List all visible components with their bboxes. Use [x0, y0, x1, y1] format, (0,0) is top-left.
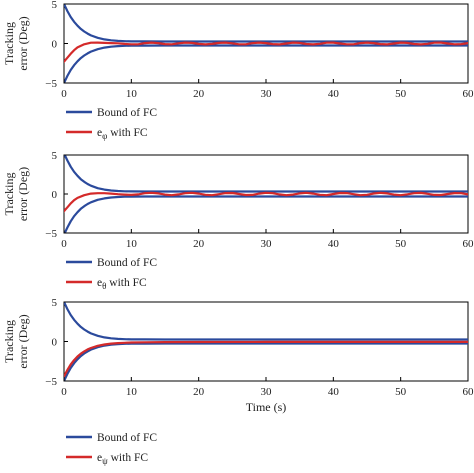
x-tick-label: 60	[463, 88, 474, 100]
y-tick-label: −5	[45, 376, 57, 388]
x-tick-label: 10	[126, 88, 138, 100]
x-axis-label: Time (s)	[246, 400, 287, 414]
chart-panel-psi: 0 10 20 30 40 50 60 50−5 Tracking error (Deg) …	[2, 297, 474, 466]
legend-entry: eφ with FC	[97, 127, 148, 141]
y-axis-label-line2: error (Deg)	[16, 167, 30, 221]
x-tick-label: 40	[328, 238, 340, 250]
series-error	[64, 340, 468, 378]
x-tick-label: 0	[61, 386, 67, 398]
y-axis-label-line1: Tracking	[2, 173, 16, 216]
x-tick-label: 20	[193, 238, 205, 250]
legend-entry: Bound of FC	[97, 432, 157, 444]
x-tick-label: 50	[395, 238, 407, 250]
x-axis-ticks: 0 10 20 30 40 50 60	[61, 377, 474, 398]
x-axis-ticks: 0 10 20 30 40 50 60	[61, 229, 474, 250]
y-axis-label-line2: error (Deg)	[16, 16, 30, 70]
x-tick-label: 40	[328, 386, 340, 398]
legend: Bound of FC eφ with FC	[66, 107, 157, 141]
x-tick-label: 30	[261, 88, 273, 100]
x-tick-label: 20	[193, 88, 205, 100]
y-tick-label: 5	[52, 0, 58, 11]
y-axis-ticks: 5 0 −5	[45, 297, 68, 388]
x-tick-label: 0	[61, 238, 67, 250]
series-bound-lower	[64, 44, 468, 83]
x-tick-label: 50	[395, 386, 407, 398]
series-bound-upper	[64, 4, 468, 43]
y-axis-ticks: 5 0 −5	[45, 0, 68, 90]
y-axis-ticks: 5 0 −5	[45, 150, 68, 240]
x-tick-label: 10	[126, 238, 138, 250]
x-tick-label: 60	[463, 386, 474, 398]
series-bound-lower	[64, 342, 468, 381]
chart-panel-phi: 0 10 20 30 40 50 60 50−5 Tracking error (Deg) …	[2, 0, 474, 141]
legend: Bound of FC eψ with FC	[66, 432, 157, 466]
x-tick-label: 30	[261, 386, 273, 398]
y-tick-label: −5	[45, 78, 57, 90]
x-tick-label: 50	[395, 88, 407, 100]
x-tick-label: 40	[328, 88, 340, 100]
y-tick-label: 0	[52, 337, 58, 349]
legend-entry: eψ with FC	[97, 452, 148, 466]
series-bound-upper	[64, 302, 468, 341]
chart-panel-theta: 0 10 20 30 40 50 60 50−5 Tracking error (Deg) …	[2, 150, 474, 291]
plot-marks	[64, 4, 468, 83]
legend-entry: Bound of FC	[97, 257, 157, 269]
y-tick-label: 0	[52, 189, 58, 201]
y-axis-label-line1: Tracking	[2, 320, 16, 363]
series-error	[64, 41, 468, 63]
legend: Bound of FC eθ with FC	[66, 257, 157, 291]
legend-entry: eθ with FC	[97, 277, 147, 291]
x-axis-ticks: 0 10 20 30 40 50 60	[61, 79, 474, 100]
x-tick-label: 20	[193, 386, 205, 398]
y-tick-label: 5	[52, 297, 58, 309]
x-tick-label: 0	[61, 88, 67, 100]
x-tick-label: 30	[261, 238, 273, 250]
x-tick-label: 10	[126, 386, 138, 398]
y-axis-label-line1: Tracking	[2, 22, 16, 65]
plot-marks	[64, 302, 468, 381]
plot-marks	[64, 155, 468, 233]
x-tick-label: 60	[463, 238, 474, 250]
y-axis-label-line2: error (Deg)	[16, 314, 30, 368]
series-bound-upper	[64, 155, 468, 193]
series-bound-lower	[64, 195, 468, 233]
series-error	[64, 191, 468, 213]
legend-entry: Bound of FC	[97, 107, 157, 119]
y-tick-label: −5	[45, 228, 57, 240]
y-tick-label: 0	[52, 39, 58, 51]
y-tick-label: 5	[52, 150, 58, 162]
